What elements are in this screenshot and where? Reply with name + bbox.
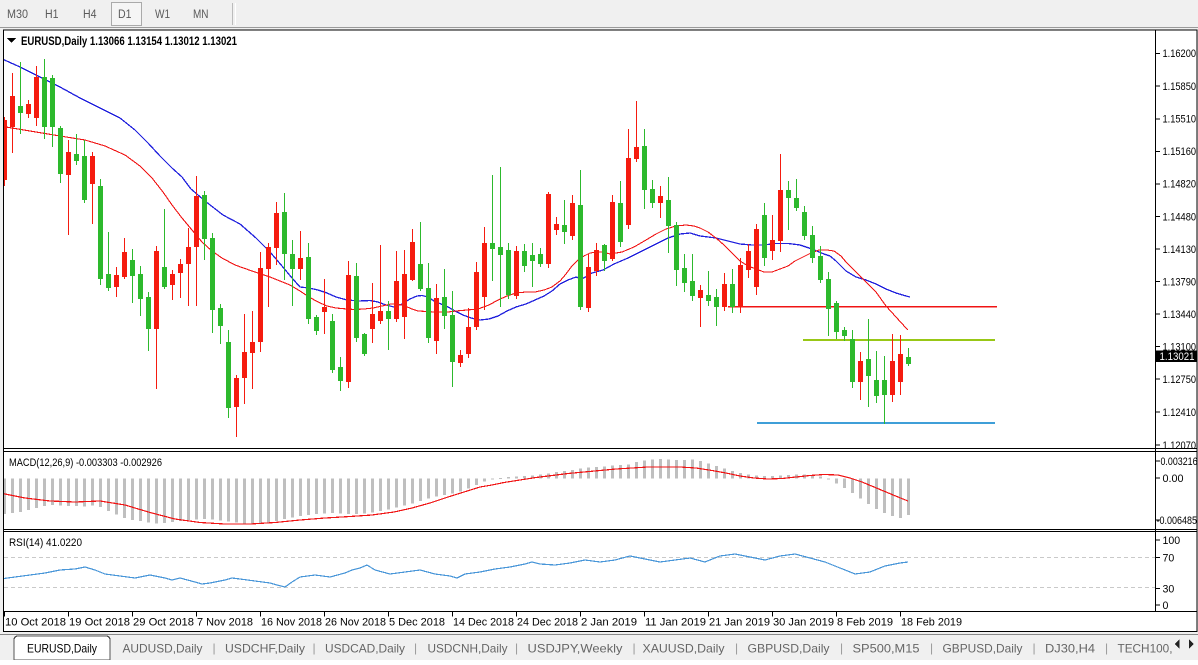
- svg-text:26 Nov 2018: 26 Nov 2018: [325, 617, 386, 629]
- svg-text:DJ30,H4: DJ30,H4: [1045, 642, 1095, 656]
- svg-text:H4: H4: [83, 9, 97, 21]
- svg-text:1.14480: 1.14480: [1163, 211, 1197, 223]
- svg-text:0: 0: [1163, 600, 1169, 612]
- svg-text:1.12750: 1.12750: [1163, 374, 1197, 386]
- svg-text:SP500,M15: SP500,M15: [853, 642, 920, 656]
- svg-text:0.003216: 0.003216: [1161, 456, 1198, 468]
- svg-text:-0.006485: -0.006485: [1157, 515, 1198, 527]
- svg-text:MN: MN: [193, 9, 209, 21]
- svg-text:D1: D1: [118, 9, 132, 21]
- svg-text:30: 30: [1163, 583, 1175, 595]
- svg-text:1.14130: 1.14130: [1163, 244, 1197, 256]
- svg-text:1.15160: 1.15160: [1163, 146, 1197, 158]
- svg-text:USDCHF,Daily: USDCHF,Daily: [225, 642, 305, 656]
- svg-text:1.15850: 1.15850: [1163, 81, 1197, 93]
- svg-text:H1: H1: [45, 9, 59, 21]
- svg-text:|: |: [213, 641, 216, 655]
- svg-text:GBPUSD,Daily: GBPUSD,Daily: [943, 642, 1023, 656]
- svg-text:|: |: [930, 641, 933, 655]
- svg-text:|: |: [515, 641, 518, 655]
- svg-text:|: |: [414, 641, 417, 655]
- svg-text:100: 100: [1163, 535, 1181, 547]
- svg-text:W1: W1: [155, 9, 170, 21]
- svg-text:USDJPY,Weekly: USDJPY,Weekly: [528, 642, 623, 656]
- svg-text:GBPUSD,Daily: GBPUSD,Daily: [748, 642, 830, 656]
- svg-text:|: |: [633, 641, 636, 655]
- svg-text:70: 70: [1163, 552, 1175, 564]
- svg-text:5 Dec 2018: 5 Dec 2018: [389, 617, 445, 629]
- svg-text:1.13021: 1.13021: [1160, 351, 1195, 363]
- svg-text:1.13100: 1.13100: [1163, 341, 1197, 353]
- svg-text:USDCNH,Daily: USDCNH,Daily: [428, 642, 508, 656]
- svg-text:29 Oct 2018: 29 Oct 2018: [133, 617, 194, 629]
- svg-text:19 Oct 2018: 19 Oct 2018: [69, 617, 130, 629]
- svg-text:11 Jan 2019: 11 Jan 2019: [645, 617, 706, 629]
- svg-text:16 Nov 2018: 16 Nov 2018: [261, 617, 322, 629]
- svg-text:USDCAD,Daily: USDCAD,Daily: [325, 642, 405, 656]
- svg-text:|: |: [735, 641, 738, 655]
- svg-text:30 Jan 2019: 30 Jan 2019: [773, 617, 834, 629]
- svg-text:XAUUSD,Daily: XAUUSD,Daily: [643, 642, 725, 656]
- svg-text:24 Dec 2018: 24 Dec 2018: [517, 617, 578, 629]
- svg-text:|: |: [1105, 641, 1108, 655]
- svg-text:8 Feb 2019: 8 Feb 2019: [837, 617, 893, 629]
- svg-text:7 Nov 2018: 7 Nov 2018: [197, 617, 253, 629]
- svg-text:M30: M30: [7, 9, 28, 21]
- svg-text:1.15510: 1.15510: [1163, 114, 1197, 126]
- svg-text:MACD(12,26,9) -0.003303 -0.002: MACD(12,26,9) -0.003303 -0.002926: [9, 457, 162, 469]
- svg-text:1.13440: 1.13440: [1163, 309, 1197, 321]
- svg-text:10 Oct 2018: 10 Oct 2018: [5, 617, 66, 629]
- svg-text:|: |: [840, 641, 843, 655]
- svg-text:RSI(14) 41.0220: RSI(14) 41.0220: [9, 537, 82, 549]
- svg-text:1.13790: 1.13790: [1163, 276, 1197, 288]
- svg-text:18 Feb 2019: 18 Feb 2019: [901, 617, 962, 629]
- svg-text:21 Jan 2019: 21 Jan 2019: [709, 617, 770, 629]
- svg-text:EURUSD,Daily: EURUSD,Daily: [27, 642, 97, 656]
- svg-text:TECH100,: TECH100,: [1118, 642, 1173, 656]
- svg-text:|: |: [1033, 641, 1036, 655]
- svg-text:1.14820: 1.14820: [1163, 179, 1197, 191]
- svg-text:1.12070: 1.12070: [1163, 440, 1197, 452]
- svg-text:AUDUSD,Daily: AUDUSD,Daily: [123, 642, 203, 656]
- svg-text:EURUSD,Daily 1.13066 1.13154: EURUSD,Daily 1.13066 1.13154 1.13012 1.1…: [21, 36, 237, 48]
- svg-text:|: |: [313, 641, 316, 655]
- svg-text:14 Dec 2018: 14 Dec 2018: [453, 617, 514, 629]
- svg-text:1.16200: 1.16200: [1163, 48, 1197, 60]
- svg-text:2 Jan 2019: 2 Jan 2019: [581, 617, 637, 629]
- svg-text:1.12410: 1.12410: [1163, 407, 1197, 419]
- svg-text:0.00: 0.00: [1163, 473, 1184, 485]
